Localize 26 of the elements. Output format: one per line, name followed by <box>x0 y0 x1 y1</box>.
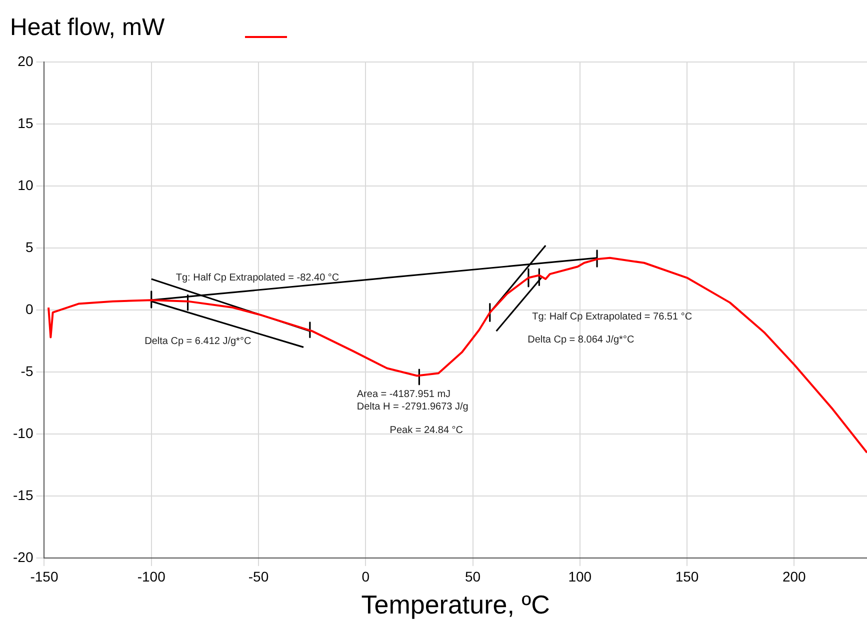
x-tick-label: 150 <box>675 568 699 584</box>
y-tick-label: 5 <box>25 238 34 255</box>
x-tick-label: 50 <box>464 568 481 584</box>
annotation: Tg: Half Cp Extrapolated = 76.51 °C <box>532 312 692 323</box>
y-tick-label: -10 <box>13 424 34 441</box>
y-tick-label: -15 <box>13 486 34 503</box>
x-tick-label: -150 <box>30 568 58 584</box>
annotation: Tg: Half Cp Extrapolated = -82.40 °C <box>176 272 340 284</box>
y-tick-label: 15 <box>18 114 34 131</box>
y-tick-label: 0 <box>25 300 34 317</box>
annotation: Peak = 24.84 °C <box>390 425 464 436</box>
y-tick-label: 20 <box>18 52 34 69</box>
annotation: Delta Cp = 8.064 J/g*°C <box>528 334 634 346</box>
y-tick-label: -20 <box>13 548 34 565</box>
y-tick-label: 10 <box>18 176 34 193</box>
annotation: Area = -4187.951 mJ <box>356 389 451 400</box>
x-tick-label: -100 <box>137 568 166 584</box>
annotation: Delta Cp = 6.412 J/g*°C <box>144 336 252 347</box>
x-axis-title: Temperature, ºC <box>361 590 550 620</box>
x-tick-label: 0 <box>362 568 370 584</box>
annotation: Delta H = -2791.9673 J/g <box>356 401 468 412</box>
x-tick-label: 100 <box>568 568 592 584</box>
x-tick-label: 200 <box>782 568 806 584</box>
y-axis-title: Heat flow, mW <box>10 14 165 42</box>
y-tick-label: -5 <box>20 362 34 379</box>
x-tick-label: -50 <box>248 568 269 584</box>
